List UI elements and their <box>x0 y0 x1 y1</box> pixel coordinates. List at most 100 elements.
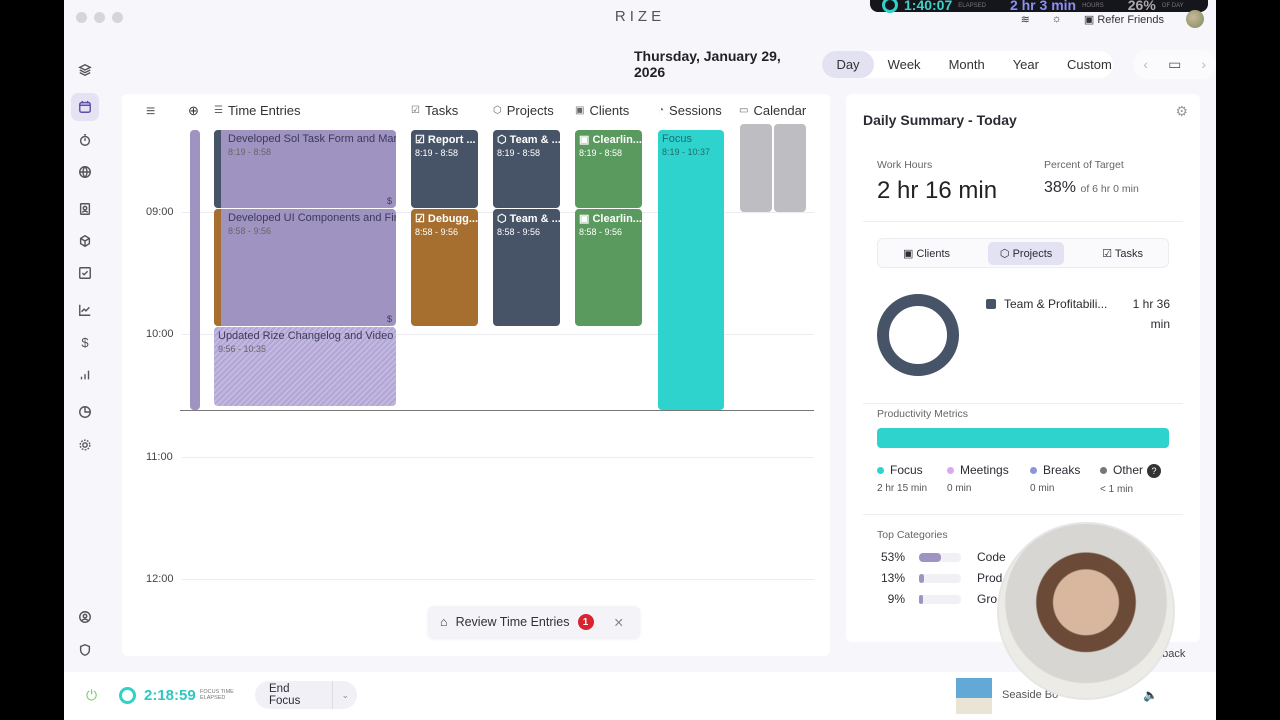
sidebar-tasks[interactable] <box>71 259 99 287</box>
metric-other: Other? < 1 min <box>1100 463 1162 495</box>
globe-toggle-icon[interactable]: ⊕ <box>188 103 199 118</box>
metric-breaks: Breaks 0 min <box>1030 463 1080 494</box>
category-pct: 53% <box>880 550 905 564</box>
entry-time: 8:19 - 8:58 <box>228 147 272 157</box>
menu-icon[interactable]: ≡ <box>146 103 156 120</box>
time-entry[interactable]: Developed UI Components and Fin 8:58 - 9… <box>214 209 396 326</box>
column-sessions: ◔ Sessions <box>658 103 722 118</box>
user-avatar[interactable] <box>1186 10 1204 28</box>
task-block[interactable]: ☑ Debugg... 8:58 - 9:56 <box>411 209 478 326</box>
calendar-event[interactable] <box>740 124 772 212</box>
client-icon: ▣ <box>579 213 593 225</box>
range-year[interactable]: Year <box>1012 56 1039 72</box>
globe-icon <box>79 166 91 178</box>
calendar-icon <box>79 100 91 113</box>
end-focus-label: End Focus <box>269 683 301 707</box>
category-bar <box>919 594 961 604</box>
calendar-icon: ▭ <box>739 105 749 116</box>
range-day[interactable]: Day <box>822 50 874 78</box>
column-projects: ⬡ Projects <box>493 103 554 118</box>
sidebar-projects[interactable] <box>71 227 99 255</box>
chevron-down-icon[interactable]: ⌄ <box>332 681 357 709</box>
sidebar-reports[interactable] <box>71 361 99 389</box>
category-row[interactable]: 9% Gro <box>877 592 997 606</box>
productivity-bar[interactable] <box>877 428 1169 448</box>
category-row[interactable]: 13% Prod <box>877 571 1002 585</box>
sidebar-settings[interactable] <box>71 431 99 459</box>
project-legend-item[interactable]: Team & Profitabili... 1 hr 36 min <box>986 297 1170 334</box>
sidebar-privacy[interactable] <box>71 636 99 664</box>
tab-projects[interactable]: ⬡ Projects <box>987 241 1065 265</box>
metric-name: Meetings <box>960 463 1009 477</box>
project-time: 8:19 - 8:58 <box>497 148 541 158</box>
minimize-dot[interactable] <box>94 12 105 23</box>
date-picker-icon[interactable]: ▭ <box>1168 55 1182 72</box>
sidebar-calendar[interactable] <box>71 93 99 121</box>
zoom-dot[interactable] <box>112 12 123 23</box>
legend-name: Team & Profitabili... <box>1004 297 1108 311</box>
hour-line <box>182 579 814 580</box>
gear-icon[interactable]: ⚙ <box>1175 103 1188 119</box>
task-block[interactable]: ☑ Report ... 8:19 - 8:58 <box>411 130 478 208</box>
category-row[interactable]: 53% Code <box>877 550 1006 564</box>
sun-icon[interactable]: ☼ <box>1051 13 1062 25</box>
project-icon: ⬡ <box>497 213 510 225</box>
gift-icon: ▣ <box>1083 13 1095 26</box>
sidebar-sessions[interactable] <box>71 126 99 154</box>
refer-friends-link[interactable]: ▣ Refer Friends <box>1084 13 1164 26</box>
help-icon[interactable]: ? <box>1147 464 1162 478</box>
close-icon[interactable]: ✕ <box>613 615 624 630</box>
stopwatch-icon <box>79 134 91 146</box>
entry-title: Developed Sol Task Form and Mana <box>228 133 396 145</box>
tab-clients[interactable]: ▣ Clients <box>891 242 962 265</box>
category-pct: 13% <box>880 571 905 585</box>
window-controls[interactable] <box>76 12 123 23</box>
close-dot[interactable] <box>76 12 87 23</box>
inbox-icon: ⌂ <box>440 615 448 629</box>
overlay-hours: 2 hr 3 min <box>1009 0 1077 13</box>
sidebar-clients[interactable] <box>71 195 99 223</box>
divider <box>863 403 1183 404</box>
project-donut-chart[interactable] <box>877 294 959 376</box>
sidebar-breakdown[interactable] <box>71 398 99 426</box>
sidebar-layers[interactable] <box>71 56 99 84</box>
app-usage-bar[interactable] <box>190 130 200 410</box>
client-block[interactable]: ▣ Clearlin... 8:58 - 9:56 <box>575 209 642 326</box>
sidebar-billing[interactable]: $ <box>71 328 99 356</box>
volume-icon[interactable]: 🔈 <box>1143 688 1158 702</box>
floating-timer-bar[interactable]: 1:40:07 ELAPSED 2 hr 3 min HOURS 26% OF … <box>870 0 1208 13</box>
prev-day-button[interactable]: ‹ <box>1143 56 1149 72</box>
time-entry-suggested[interactable]: Updated Rize Changelog and Video C 9:56 … <box>214 327 396 406</box>
percent-target: Percent of Target 38% of 6 hr 0 min <box>1044 159 1139 197</box>
end-focus-button[interactable]: End Focus ⌄ <box>255 681 357 709</box>
project-block[interactable]: ⬡ Team & ... 8:19 - 8:58 <box>493 130 560 208</box>
project-title: Team & ... <box>509 134 560 146</box>
top-right-actions: ≋ ☼ ▣ Refer Friends <box>1021 10 1204 28</box>
metric-name: Breaks <box>1043 463 1081 477</box>
layers-icon[interactable]: ≋ <box>1020 13 1030 26</box>
column-label: Time Entries <box>227 103 301 118</box>
session-block[interactable]: Focus 8:19 - 10:37 <box>658 130 724 410</box>
metric-value: 0 min <box>947 483 972 494</box>
review-time-entries-toast[interactable]: ⌂ Review Time Entries 1 ✕ <box>428 606 640 638</box>
power-icon[interactable]: ⏻ <box>86 687 98 703</box>
tab-tasks[interactable]: ☑ Tasks <box>1090 242 1155 265</box>
range-custom[interactable]: Custom <box>1066 56 1112 72</box>
project-title: Team & ... <box>509 213 560 225</box>
sidebar-analytics[interactable] <box>71 296 99 324</box>
toast-label: Review Time Entries <box>455 615 570 629</box>
category-fill <box>919 573 925 583</box>
client-block[interactable]: ▣ Clearlin... 8:19 - 8:58 <box>575 130 642 208</box>
overlay-elapsed-label: ELAPSED <box>958 3 986 9</box>
time-entry[interactable]: Developed Sol Task Form and Mana 8:19 - … <box>214 130 396 208</box>
category-bar <box>919 573 961 583</box>
calendar-event[interactable] <box>774 124 806 212</box>
breaks-dot <box>1030 467 1037 474</box>
sidebar-web[interactable] <box>71 158 99 186</box>
range-week[interactable]: Week <box>887 56 921 72</box>
sidebar-account[interactable] <box>71 603 99 631</box>
client-title: Clearlin... <box>592 134 642 146</box>
next-day-button[interactable]: › <box>1201 56 1206 72</box>
range-month[interactable]: Month <box>948 56 985 72</box>
project-block[interactable]: ⬡ Team & ... 8:58 - 9:56 <box>493 209 560 326</box>
